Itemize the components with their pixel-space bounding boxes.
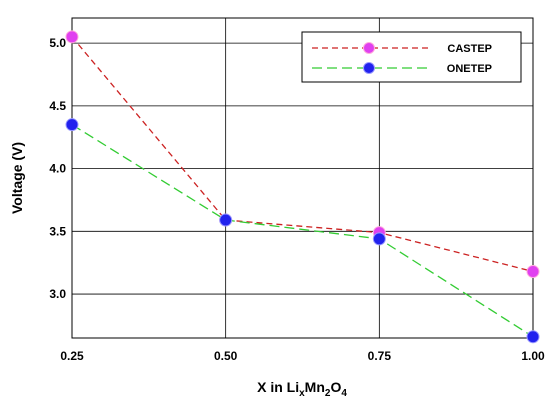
y-tick-label: 4.5 bbox=[49, 99, 66, 113]
legend: CASTEP ONETEP bbox=[301, 31, 522, 83]
x-tick-label: 0.50 bbox=[214, 349, 238, 363]
x-axis-title: X in LixMn2O4 bbox=[257, 379, 347, 399]
y-tick-label: 4.0 bbox=[49, 162, 66, 176]
series-line-onetep bbox=[71, 124, 534, 338]
series-line-castep bbox=[71, 36, 534, 273]
data-point-onetep bbox=[372, 232, 386, 246]
x-tick-label: 0.75 bbox=[368, 349, 392, 363]
y-tick-label: 3.0 bbox=[49, 287, 66, 301]
legend-box bbox=[301, 31, 522, 83]
y-tick-label: 3.5 bbox=[49, 224, 66, 238]
data-point-onetep bbox=[65, 118, 79, 132]
data-point-castep bbox=[65, 30, 79, 44]
legend-marker-onetep bbox=[363, 62, 375, 74]
y-axis-title: Voltage (V) bbox=[9, 142, 25, 214]
data-point-onetep bbox=[219, 213, 233, 227]
data-point-onetep bbox=[526, 330, 540, 344]
y-tick-label: 5.0 bbox=[49, 36, 66, 50]
series-layer bbox=[65, 30, 540, 344]
x-tick-label: 1.00 bbox=[521, 349, 545, 363]
data-point-castep bbox=[526, 264, 540, 278]
tick-labels: 0.25 0.50 0.75 1.00 3.0 3.5 4.0 4.5 5.0 bbox=[49, 36, 545, 363]
legend-marker-castep bbox=[363, 42, 375, 54]
x-tick-label: 0.25 bbox=[60, 349, 84, 363]
legend-label-onetep: ONETEP bbox=[447, 63, 492, 75]
legend-label-castep: CASTEP bbox=[447, 43, 492, 55]
